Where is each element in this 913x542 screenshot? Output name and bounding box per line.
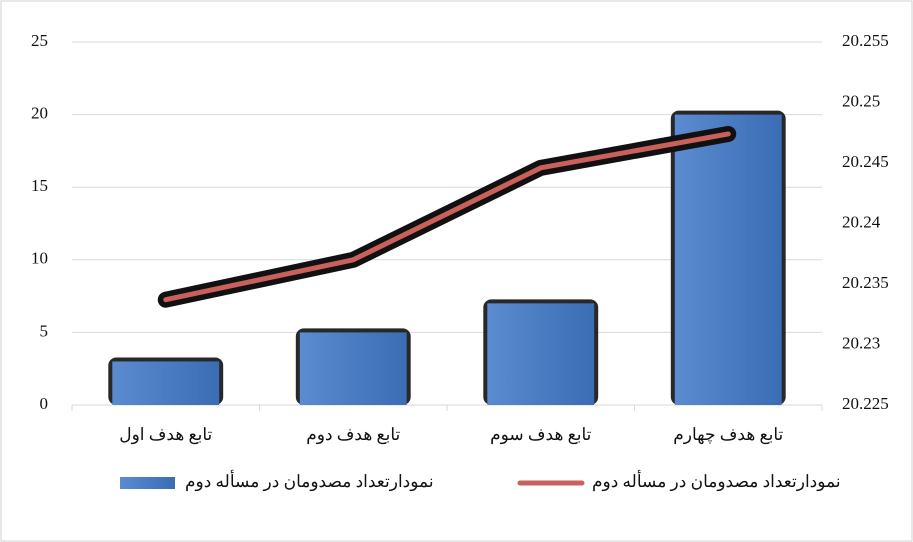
y2-tick-label: 20.23: [842, 333, 880, 352]
y2-tick-label: 20.245: [842, 152, 889, 171]
y2-tick-label: 20.255: [842, 31, 889, 50]
x-tick-label: تابع هدف دوم: [306, 425, 400, 445]
bar: [675, 115, 782, 405]
y-tick-label: 5: [40, 321, 49, 340]
x-tick-label: تابع هدف چهارم: [673, 425, 783, 445]
legend-swatch: [120, 477, 175, 489]
legend-label: نمودارتعداد مصدومان در مسأله دوم: [592, 469, 841, 492]
bar: [112, 361, 219, 405]
y-tick-label: 0: [40, 394, 49, 413]
y2-tick-label: 20.225: [842, 394, 889, 413]
chart: 0 5 10 15 20 25 20.225 20.23 20.235 20.24 20.245 20…: [0, 0, 913, 542]
y-tick-label: 20: [31, 104, 48, 123]
y2-tick-label: 20.24: [842, 212, 881, 231]
y-tick-label: 25: [31, 31, 48, 50]
bar: [487, 303, 594, 405]
y2-tick-label: 20.235: [842, 273, 889, 292]
y-tick-label: 10: [31, 249, 48, 268]
y2-tick-label: 20.25: [842, 91, 880, 110]
x-tick-label: تابع هدف سوم: [490, 425, 592, 445]
x-tick-label: تابع هدف اول: [119, 425, 212, 445]
bar: [300, 332, 407, 405]
y-tick-label: 15: [31, 176, 48, 195]
legend-label: نمودارتعداد مصدومان در مسأله دوم: [185, 469, 434, 492]
